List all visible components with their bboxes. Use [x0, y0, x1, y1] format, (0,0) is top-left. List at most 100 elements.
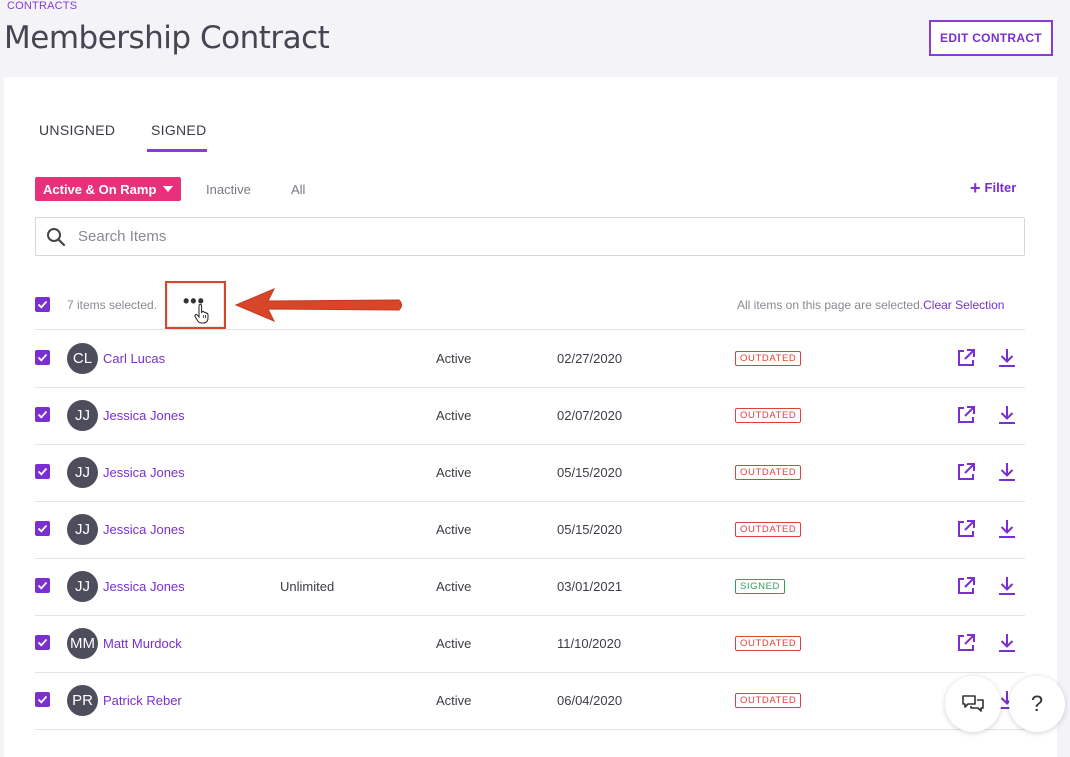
row-checkbox[interactable]: [35, 407, 50, 422]
caret-down-icon: [163, 186, 174, 192]
member-status: Active: [436, 465, 472, 480]
member-name-link[interactable]: Jessica Jones: [103, 408, 185, 423]
member-status: Active: [436, 693, 472, 708]
signed-date: 02/07/2020: [557, 408, 623, 423]
row-divider: [35, 558, 1025, 559]
member-status: Active: [436, 579, 472, 594]
pointer-cursor-icon: [194, 304, 209, 324]
clear-selection-link[interactable]: Clear Selection: [923, 298, 1005, 312]
open-external-icon[interactable]: [956, 633, 976, 653]
contract-status-badge: OUTDATED: [735, 636, 802, 651]
signed-date: 11/10/2020: [557, 636, 622, 651]
table-row: JJ Jessica Jones Unlimited Active 03/01/…: [35, 558, 1025, 615]
help-icon: ?: [1030, 691, 1044, 716]
search-box[interactable]: [35, 217, 1025, 256]
signed-date: 03/01/2021: [557, 579, 623, 594]
row-divider: [35, 444, 1025, 445]
breadcrumb[interactable]: CONTRACTS: [7, 0, 78, 12]
selected-count: 7 items selected.: [67, 298, 158, 312]
member-status: Active: [436, 636, 472, 651]
contract-status-badge: OUTDATED: [735, 351, 802, 366]
page-title: Membership Contract: [4, 20, 330, 56]
download-icon[interactable]: [997, 633, 1017, 653]
row-divider: [35, 329, 1025, 330]
row-divider: [35, 501, 1025, 502]
download-icon[interactable]: [997, 576, 1017, 596]
avatar: JJ: [67, 400, 98, 431]
open-external-icon[interactable]: [956, 462, 976, 482]
help-button[interactable]: ?: [1009, 676, 1065, 732]
row-divider: [35, 387, 1025, 388]
member-name-link[interactable]: Matt Murdock: [103, 636, 182, 651]
row-checkbox[interactable]: [35, 464, 50, 479]
plus-icon: +: [970, 177, 981, 198]
row-divider: [35, 729, 1025, 730]
member-name-link[interactable]: Jessica Jones: [103, 522, 185, 537]
table-row: PR Patrick Reber Active 06/04/2020 OUTDA…: [35, 672, 1025, 729]
row-checkbox[interactable]: [35, 692, 50, 707]
table-row: MM Matt Murdock Active 11/10/2020 OUTDAT…: [35, 615, 1025, 672]
row-divider: [35, 672, 1025, 673]
check-icon: [37, 581, 48, 590]
tab-unsigned[interactable]: UNSIGNED: [39, 122, 116, 138]
search-input[interactable]: [76, 227, 980, 246]
open-external-icon[interactable]: [956, 348, 976, 368]
status-filter-dropdown[interactable]: Active & On Ramp: [35, 177, 182, 201]
row-checkbox[interactable]: [35, 521, 50, 536]
avatar: PR: [67, 685, 98, 716]
signed-date: 05/15/2020: [557, 465, 623, 480]
check-icon: [37, 353, 48, 362]
status-filter-label: Active & On Ramp: [43, 181, 157, 197]
chat-icon: [962, 695, 984, 712]
contracts-card: UNSIGNED SIGNED Active & On Ramp Inactiv…: [4, 77, 1057, 757]
table-row: JJ Jessica Jones Active 05/15/2020 OUTDA…: [35, 444, 1025, 501]
contract-status-badge: OUTDATED: [735, 408, 802, 423]
member-name-link[interactable]: Carl Lucas: [103, 351, 166, 366]
table-row: CL Carl Lucas Active 02/27/2020 OUTDATED: [35, 330, 1025, 387]
table-row: JJ Jessica Jones Active 02/07/2020 OUTDA…: [35, 387, 1025, 444]
edit-contract-button[interactable]: EDIT CONTRACT: [929, 20, 1053, 56]
member-status: Active: [436, 408, 472, 423]
open-external-icon[interactable]: [956, 405, 976, 425]
row-checkbox[interactable]: [35, 635, 50, 650]
annotation-arrow-icon: [234, 288, 402, 322]
signed-date: 05/15/2020: [557, 522, 623, 537]
filter-label: Filter: [984, 180, 1017, 195]
active-tab-indicator: [147, 149, 207, 152]
check-icon: [37, 467, 48, 476]
selection-info-text: All items on this page are selected.: [737, 298, 924, 312]
download-icon[interactable]: [997, 462, 1017, 482]
bulk-actions-menu-button[interactable]: •••: [165, 281, 226, 329]
row-checkbox[interactable]: [35, 350, 50, 365]
select-all-checkbox[interactable]: [35, 297, 50, 312]
avatar: JJ: [67, 514, 98, 545]
avatar: MM: [67, 628, 98, 659]
check-icon: [37, 638, 48, 647]
contract-status-badge: SIGNED: [735, 579, 786, 594]
signed-date: 06/04/2020: [557, 693, 623, 708]
open-external-icon[interactable]: [956, 576, 976, 596]
avatar: JJ: [67, 457, 98, 488]
member-name-link[interactable]: Patrick Reber: [103, 693, 182, 708]
download-icon[interactable]: [997, 519, 1017, 539]
check-icon: [37, 410, 48, 419]
filter-button[interactable]: + Filter: [970, 177, 1017, 198]
avatar: CL: [67, 343, 98, 374]
table-row: JJ Jessica Jones Active 05/15/2020 OUTDA…: [35, 501, 1025, 558]
open-external-icon[interactable]: [956, 519, 976, 539]
chat-button[interactable]: [945, 676, 1001, 732]
check-icon: [37, 524, 48, 533]
contract-status-badge: OUTDATED: [735, 522, 802, 537]
status-filter-inactive[interactable]: Inactive: [206, 182, 251, 197]
member-name-link[interactable]: Jessica Jones: [103, 579, 185, 594]
search-icon: [47, 227, 66, 246]
membership-plan: Unlimited: [280, 579, 335, 594]
member-name-link[interactable]: Jessica Jones: [103, 465, 185, 480]
check-icon: [37, 300, 48, 309]
contract-status-badge: OUTDATED: [735, 693, 802, 708]
row-checkbox[interactable]: [35, 578, 50, 593]
status-filter-all[interactable]: All: [291, 182, 306, 197]
download-icon[interactable]: [997, 405, 1017, 425]
tab-signed[interactable]: SIGNED: [151, 122, 207, 138]
download-icon[interactable]: [997, 348, 1017, 368]
